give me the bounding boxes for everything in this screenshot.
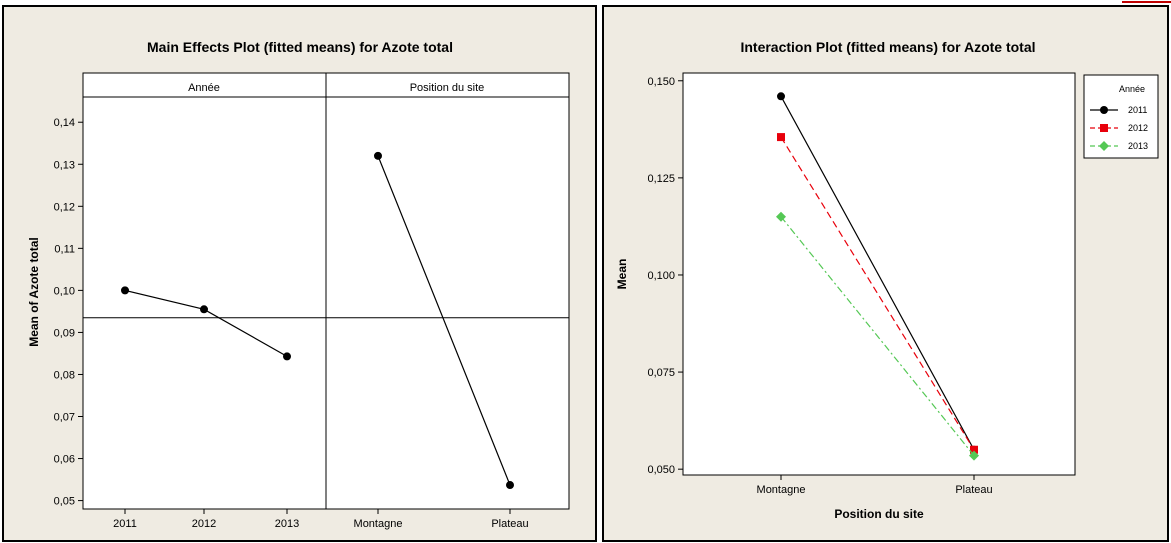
series-line-2013 (780, 216, 975, 456)
legend-label-2013: 2013 (1128, 141, 1148, 151)
legend-label-2011: 2011 (1128, 105, 1147, 115)
interaction-x-axis-title: Position du site (834, 507, 924, 521)
y-tick-label: 0,09 (54, 327, 75, 339)
main-effect-point (374, 151, 382, 160)
series-line-2011 (780, 96, 975, 451)
series-line-2012 (780, 136, 975, 451)
y-tick-label: 0,12 (54, 201, 75, 213)
y-tick-label: 0,150 (647, 76, 675, 88)
y-tick-label: 0,100 (647, 270, 675, 282)
y-tick-label: 0,10 (54, 285, 75, 297)
y-tick-label: 0,125 (647, 173, 675, 185)
main-effect-point (506, 481, 514, 490)
main-effects-x-axis: 2011 2012 2013 Montagne Plateau (113, 509, 529, 530)
y-tick-label: 0,08 (54, 369, 75, 381)
y-tick-label: 0,050 (647, 464, 675, 476)
series-point-2012 (970, 445, 978, 454)
interaction-x-axis: Montagne Plateau (757, 475, 993, 496)
interaction-title: Interaction Plot (fitted means) for Azot… (740, 39, 1035, 55)
series-point-2011 (777, 92, 785, 101)
interaction-y-axis: 0,150 0,125 0,100 0,075 0,050 (647, 76, 683, 476)
legend-marker-2012 (1100, 124, 1108, 132)
x-tick-label: Plateau (955, 484, 992, 496)
series-point-2012 (777, 133, 785, 142)
legend-marker-2013 (1099, 141, 1109, 151)
series-point-2013 (969, 450, 979, 461)
main-effects-series (121, 151, 514, 490)
y-tick-label: 0,11 (54, 243, 75, 255)
x-tick-label: Montagne (757, 484, 806, 496)
y-tick-label: 0,05 (54, 496, 75, 508)
y-tick-label: 0,13 (54, 159, 75, 171)
x-tick-label: 2011 (113, 518, 137, 530)
x-tick-label: Montagne (354, 518, 403, 530)
y-tick-label: 0,14 (54, 117, 75, 129)
series-point-2013 (776, 211, 786, 222)
legend-box (1083, 74, 1159, 159)
interaction-series (776, 92, 979, 461)
main-effects-y-axis-title: Mean of Azote total (27, 237, 41, 347)
legend-items: 2011 2012 2013 (1090, 105, 1148, 151)
legend-label-2012: 2012 (1128, 123, 1148, 133)
x-tick-label: 2012 (192, 518, 216, 530)
main-effect-point (283, 352, 291, 361)
y-tick-label: 0,075 (647, 367, 675, 379)
x-tick-label: 2013 (275, 518, 299, 530)
x-tick-label: Plateau (491, 518, 528, 530)
interaction-y-axis-title: Mean (615, 259, 629, 290)
legend-marker-2011 (1100, 106, 1108, 114)
legend-title: Année (1119, 84, 1145, 94)
y-tick-label: 0,07 (54, 412, 75, 424)
main-effect-line (377, 155, 511, 486)
facet-label-annee: Année (188, 82, 220, 94)
interaction-plot-area (682, 72, 1076, 476)
main-effects-title: Main Effects Plot (fitted means) for Azo… (147, 39, 453, 55)
main-effect-point (121, 286, 129, 295)
facet-label-position: Position du site (410, 82, 485, 94)
y-tick-label: 0,06 (54, 454, 75, 466)
main-effect-point (200, 305, 208, 314)
main-effects-y-axis: 0,14 0,13 0,12 0,11 0,10 0,09 0,08 0,07 0,06 0,05 (54, 117, 83, 508)
